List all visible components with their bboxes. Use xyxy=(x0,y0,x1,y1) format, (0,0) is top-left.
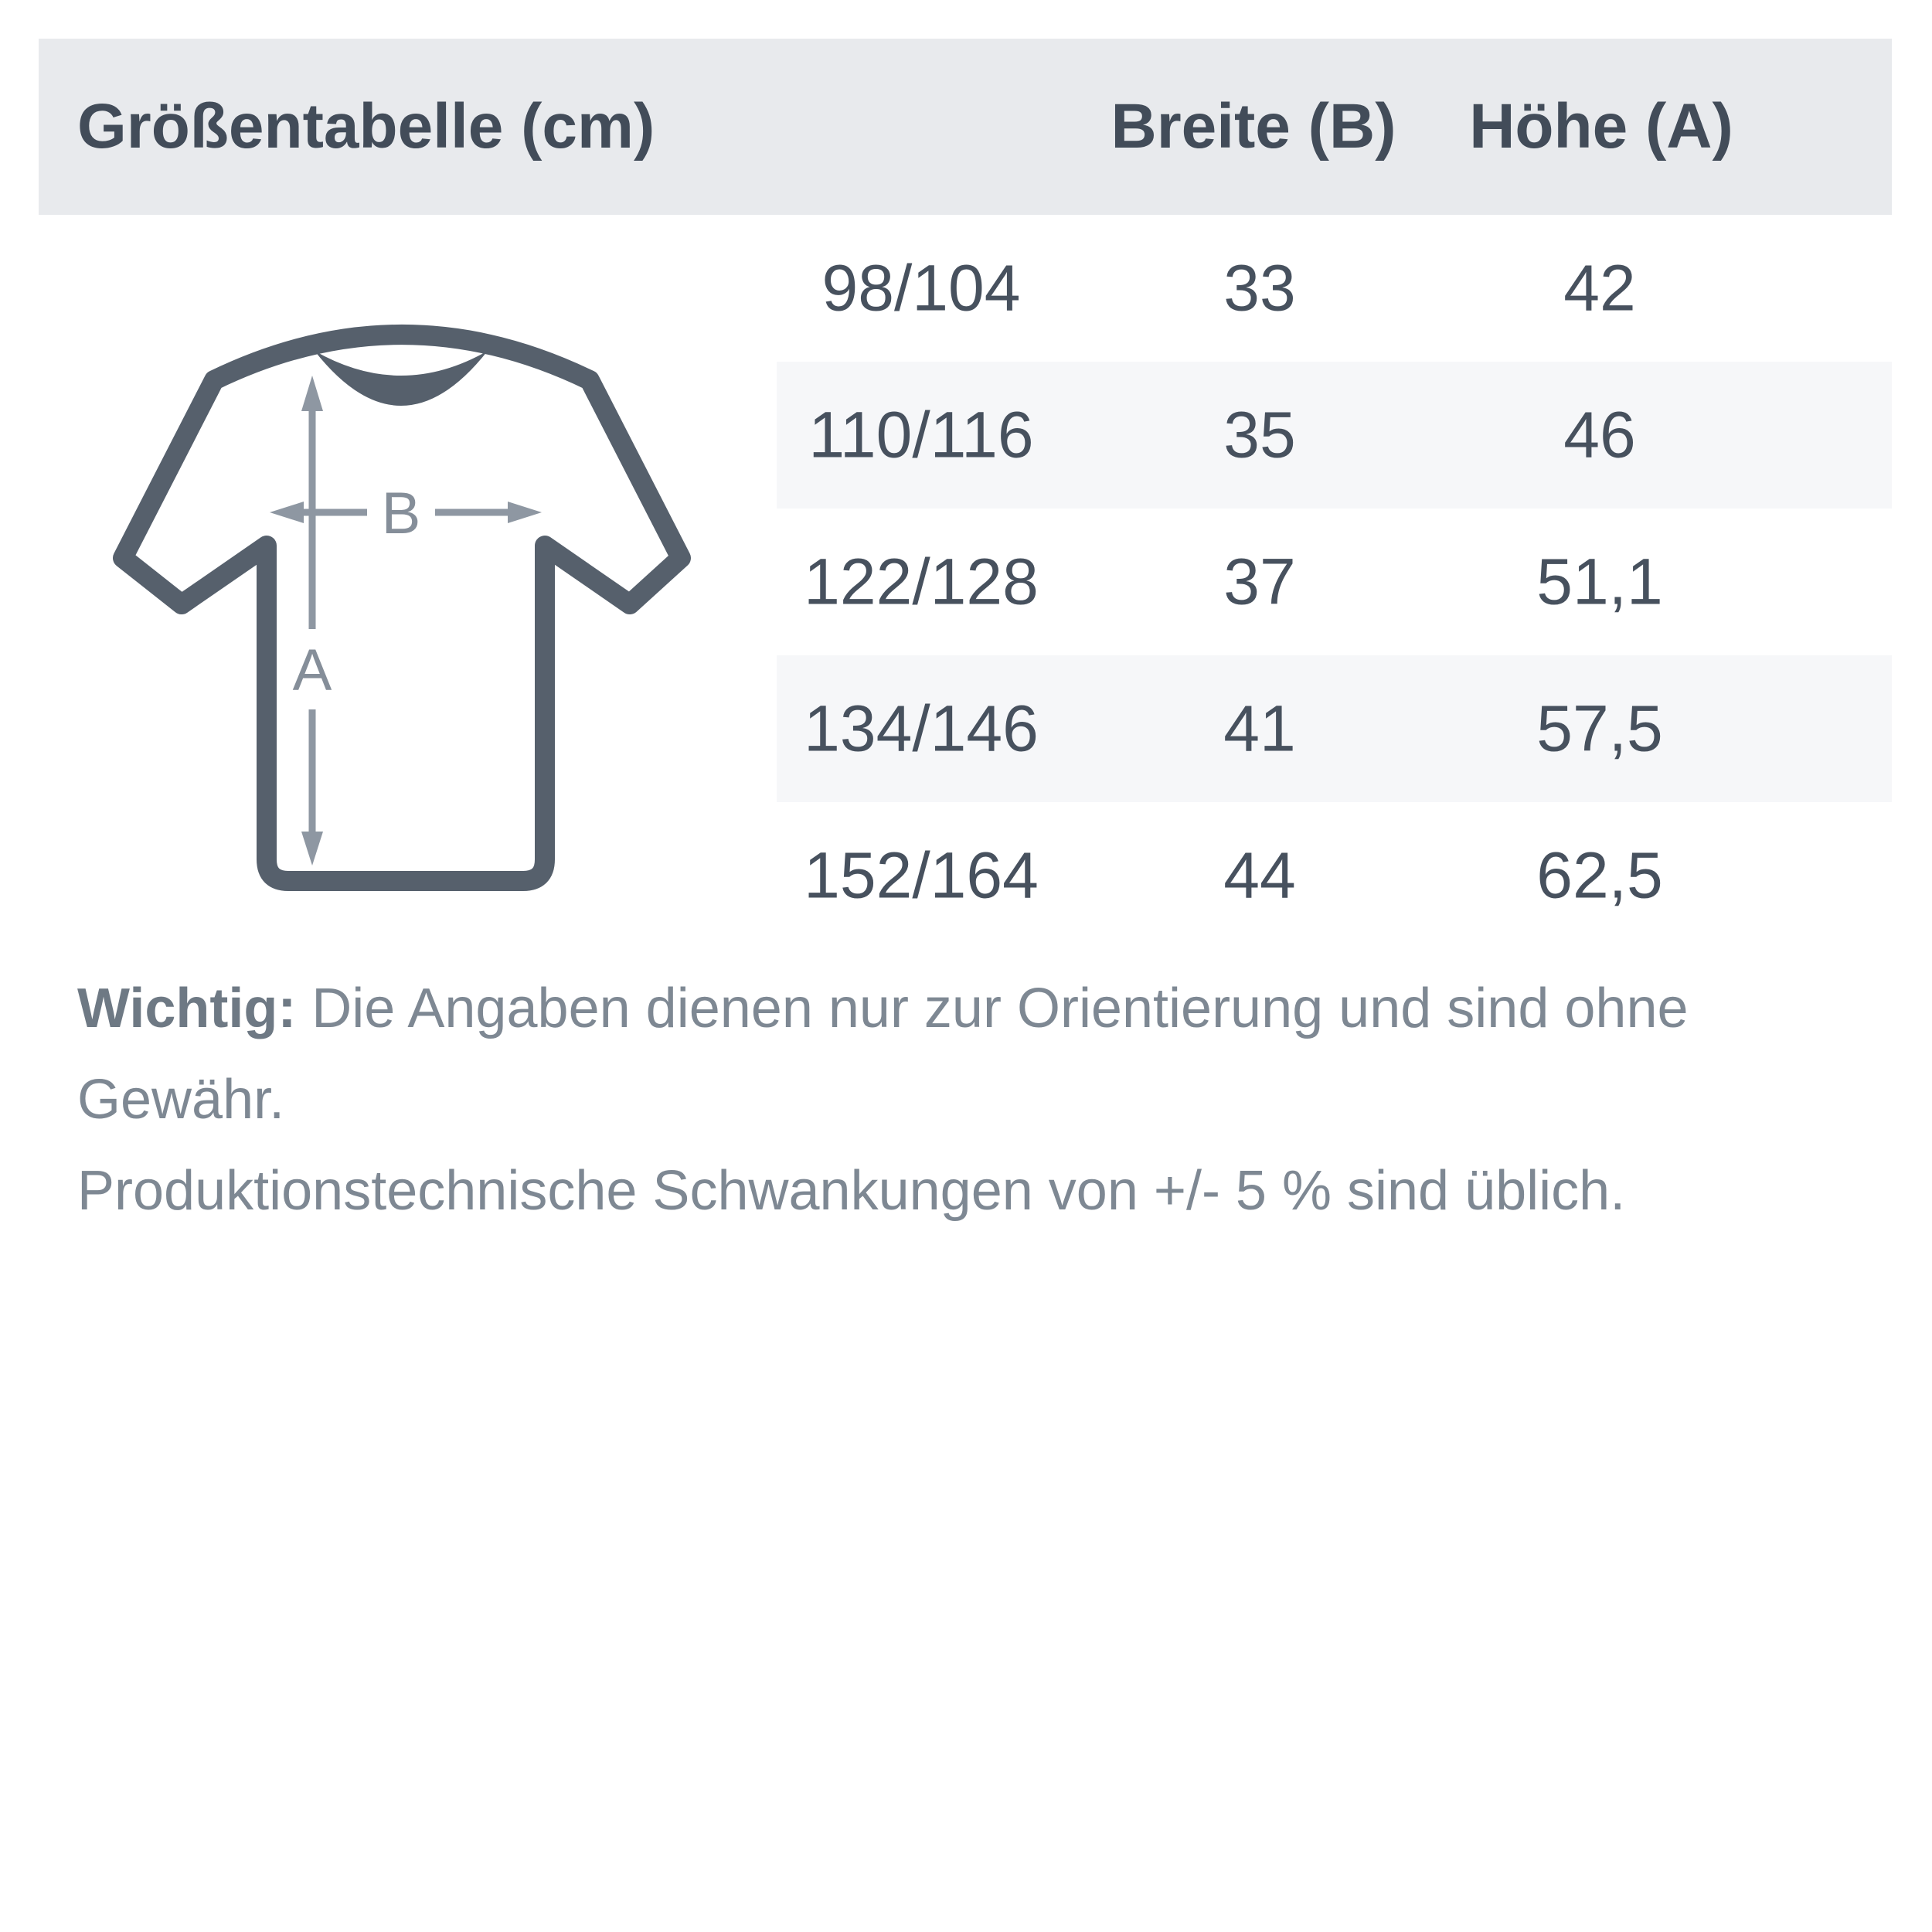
tshirt-icon: B A xyxy=(113,325,691,891)
tshirt-outline xyxy=(113,325,691,891)
breite-cell: 44 xyxy=(1223,838,1296,912)
size-cell: 98/104 xyxy=(821,251,1021,325)
size-table-rows: 98/104 33 42 110/116 35 46 122/128 37 51… xyxy=(39,215,1892,949)
hoehe-cell: 46 xyxy=(1563,398,1636,471)
width-label-b: B xyxy=(382,481,421,546)
breite-cell: 41 xyxy=(1223,692,1296,765)
hoehe-cell: 57,5 xyxy=(1536,692,1663,765)
breite-cell: 37 xyxy=(1223,545,1296,618)
table-row: 122/128 37 51,1 xyxy=(39,509,1892,655)
note-line-2: Produktionstechnische Schwankungen von +… xyxy=(77,1160,1626,1222)
breite-cell: 33 xyxy=(1223,251,1296,325)
hoehe-cell: 62,5 xyxy=(1536,838,1663,912)
table-row: 98/104 33 42 xyxy=(39,215,1892,362)
hoehe-cell: 51,1 xyxy=(1536,545,1663,618)
height-arrow-icon xyxy=(301,376,323,866)
note-label: Wichtig: xyxy=(77,978,297,1039)
width-arrow-icon xyxy=(270,502,542,523)
size-cell: 110/116 xyxy=(808,398,1034,471)
table-header-bar: Größentabelle (cm) Breite (B) Höhe (A) xyxy=(39,39,1892,215)
table-row: 110/116 35 46 xyxy=(39,362,1892,509)
note-line-1-text: Die Angaben dienen nur zur Orientierung … xyxy=(77,978,1689,1131)
column-header-hoehe: Höhe (A) xyxy=(1469,91,1733,162)
size-cell: 152/164 xyxy=(804,838,1039,912)
size-cell: 122/128 xyxy=(804,545,1039,618)
size-cell: 134/146 xyxy=(804,692,1039,765)
note-line-1: Wichtig: Die Angaben dienen nur zur Orie… xyxy=(77,963,1886,1145)
disclaimer-note: Wichtig: Die Angaben dienen nur zur Orie… xyxy=(77,963,1886,1236)
collar-shape xyxy=(315,351,488,406)
page-title: Größentabelle (cm) xyxy=(77,91,655,162)
table-row: 152/164 44 62,5 xyxy=(39,802,1892,949)
height-label-a: A xyxy=(293,638,332,703)
table-row: 134/146 41 57,5 xyxy=(39,655,1892,802)
column-header-breite: Breite (B) xyxy=(1111,91,1396,162)
breite-cell: 35 xyxy=(1223,398,1296,471)
hoehe-cell: 42 xyxy=(1563,251,1636,325)
